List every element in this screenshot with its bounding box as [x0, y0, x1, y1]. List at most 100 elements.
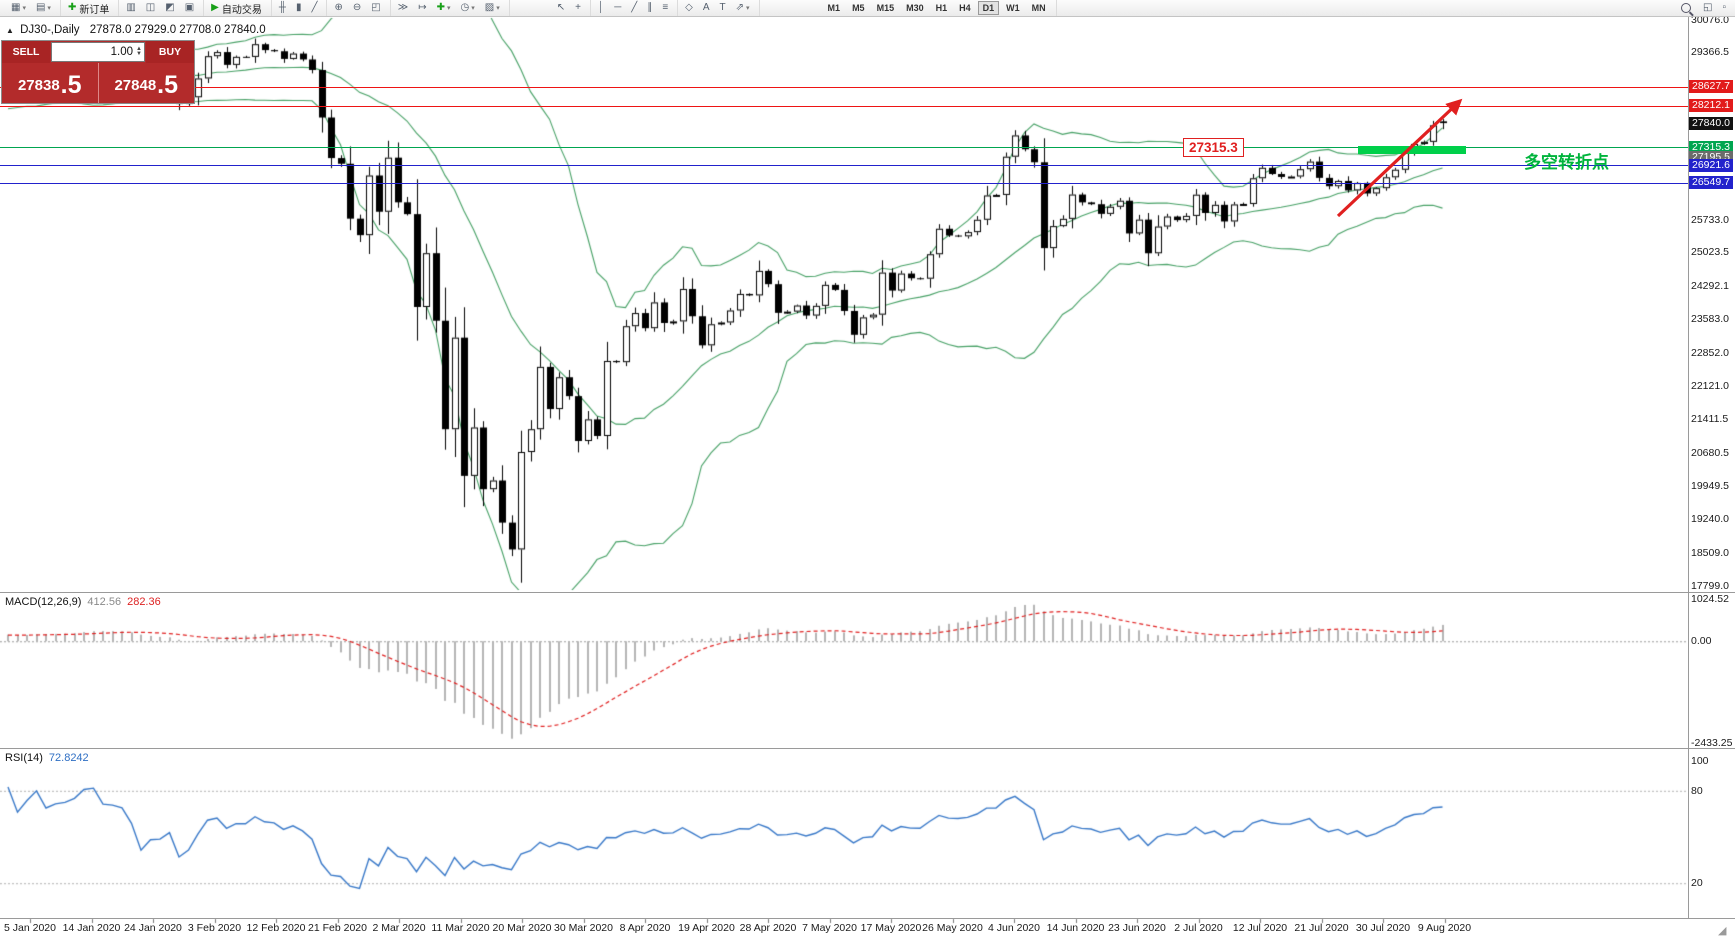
buy-price[interactable]: 27848.5: [114, 71, 179, 99]
indicators-dropdown-icon[interactable]: ▾: [446, 5, 451, 12]
one-click-collapse-icon[interactable]: ▲: [6, 26, 14, 35]
text-icon[interactable]: A: [702, 2, 710, 13]
date-axis-label: 2 Mar 2020: [372, 922, 426, 934]
new-chart-icon[interactable]: ▦ ▾: [11, 2, 26, 13]
templates-icon[interactable]: ▨ ▾: [484, 2, 500, 13]
tf-m1-button[interactable]: M1: [827, 3, 841, 13]
zoom-in-icon[interactable]: ⊕: [334, 2, 343, 13]
date-axis-label: 3 Feb 2020: [187, 922, 242, 934]
line-chart-icon[interactable]: ╱: [311, 2, 318, 13]
periods-dropdown-icon[interactable]: ▾: [471, 5, 475, 12]
tf-m5-button[interactable]: M5: [852, 3, 865, 13]
navigator-icon[interactable]: ◩: [165, 2, 175, 13]
sell-price[interactable]: 27838.5: [2, 63, 99, 103]
pane-separator-macd[interactable]: [0, 592, 1735, 593]
date-axis-label: 9 Aug 2020: [1417, 922, 1472, 934]
zoom-out-icon[interactable]: ⊖: [352, 2, 362, 13]
vertical-line-icon[interactable]: │: [597, 2, 605, 13]
tile-windows-icon[interactable]: ◰: [371, 2, 381, 13]
new-chart-dropdown-icon[interactable]: ▾: [22, 5, 26, 12]
symbol-header: ▲ DJ30-,Daily 27878.0 27929.0 27708.0 27…: [6, 24, 266, 36]
toolbar-group-order: ✚ 新订单: [61, 0, 120, 16]
date-axis-label: 26 May 2020: [922, 922, 983, 934]
rsi-axis-80: 80: [1691, 784, 1703, 797]
cursor-icon[interactable]: ↖: [556, 2, 566, 13]
templates-dropdown-icon[interactable]: ▾: [496, 5, 500, 12]
arrows-icon[interactable]: ⇗ ▾: [735, 2, 750, 13]
shapes-icon[interactable]: ◇: [685, 2, 693, 13]
trendline-icon[interactable]: ╱: [631, 2, 638, 13]
chart-shift-icon[interactable]: ↦: [418, 2, 427, 13]
macd-title: MACD(12,26,9) 412.56 282.36: [5, 596, 161, 608]
pivot-line[interactable]: [0, 147, 1688, 148]
tf-w1-button[interactable]: W1: [1006, 3, 1020, 13]
symbol-title: DJ30-,Daily: [20, 24, 80, 36]
price-axis-label: 25023.5: [1691, 246, 1729, 259]
tf-h4-button[interactable]: H4: [959, 3, 971, 13]
expand-icon[interactable]: ▫: [1722, 2, 1726, 13]
pivot-price-callout[interactable]: 27315.3: [1183, 138, 1244, 157]
toolbar-right: ◱ ▫: [1681, 1, 1731, 15]
macd-axis-max: 1024.52: [1691, 593, 1729, 605]
rsi-axis-20: 20: [1691, 877, 1703, 890]
date-axis-label: 14 Jun 2020: [1046, 922, 1105, 934]
tf-d1-button[interactable]: D1: [977, 1, 1000, 15]
crosshair-icon[interactable]: +: [575, 2, 581, 13]
volume-spinner[interactable]: ▲ ▼: [136, 46, 142, 57]
date-axis-label: 23 Jun 2020: [1108, 922, 1166, 934]
price-axis-label: 19240.0: [1691, 513, 1729, 526]
tf-m15-button[interactable]: M15: [876, 3, 895, 13]
data-window-icon[interactable]: ◫: [145, 2, 156, 13]
turning-point-note[interactable]: 多空转折点: [1524, 153, 1609, 172]
candlestick-chart-icon[interactable]: ▮: [295, 2, 302, 13]
buy-button[interactable]: BUY: [146, 41, 194, 63]
date-axis-label: 20 Mar 2020: [492, 922, 552, 934]
terminal-icon[interactable]: ▣: [184, 2, 195, 13]
indicators-icon[interactable]: ✚ ▾: [436, 2, 451, 13]
new-order-button[interactable]: ✚ 新订单: [67, 2, 110, 16]
toolbar-group-charts: ▦ ▾ ▤ ▾: [4, 0, 61, 16]
price-axis-label: 22852.0: [1691, 346, 1729, 359]
price-level-label-support: 26921.6: [1689, 158, 1733, 172]
text-label-icon[interactable]: T: [719, 2, 726, 13]
auto-scroll-icon[interactable]: ≫: [397, 2, 409, 13]
periods-icon[interactable]: ◷ ▾: [460, 2, 475, 13]
price-axis-label: 20680.5: [1691, 446, 1729, 459]
price-level-label-pivot: 27315.3: [1689, 140, 1733, 154]
rsi-title: RSI(14) 72.8242: [5, 752, 89, 764]
macd-axis-min: -2433.25: [1691, 737, 1733, 749]
arrows-dropdown-icon[interactable]: ▾: [746, 5, 750, 12]
tf-m30-button[interactable]: M30: [906, 3, 924, 13]
search-icon[interactable]: [1681, 3, 1691, 13]
resistance-line-2[interactable]: [0, 106, 1688, 107]
channel-icon[interactable]: ∥: [647, 2, 653, 13]
bar-chart-icon[interactable]: ╫: [278, 2, 286, 13]
macd-axis-zero: 0.00: [1691, 635, 1712, 648]
price-axis-label: 17799.0: [1691, 579, 1729, 592]
price-axis-label: 25733.0: [1691, 213, 1729, 226]
support-line-1[interactable]: [0, 165, 1688, 166]
profiles-icon[interactable]: ▤ ▾: [35, 2, 51, 13]
window-list-icon[interactable]: ◱: [1703, 2, 1713, 13]
pane-separator-rsi[interactable]: [0, 748, 1735, 749]
horizontal-line-icon[interactable]: ─: [614, 2, 622, 13]
toolbar-group-chart-type: ╫ ▮ ╱: [272, 0, 328, 16]
tf-h1-button[interactable]: H1: [935, 3, 948, 13]
auto-trading-button[interactable]: ▶ 自动交易: [211, 2, 262, 16]
toolbar-group-tools: ↖ +: [550, 0, 591, 16]
pivot-highlight-bar[interactable]: [1358, 146, 1466, 154]
sell-button[interactable]: SELL: [2, 41, 50, 63]
rsi-axis-100: 100: [1691, 755, 1709, 767]
market-watch-icon[interactable]: ▥: [126, 2, 136, 13]
profiles-dropdown-icon[interactable]: ▾: [47, 5, 51, 12]
fibonacci-icon[interactable]: ≡: [662, 2, 669, 13]
support-line-2[interactable]: [0, 183, 1688, 184]
volume-input[interactable]: 1.00 ▲ ▼: [51, 42, 145, 62]
toolbar-group-zoom: ⊕ ⊖ ◰: [327, 0, 391, 16]
price-level-label-resistance: 28212.1: [1689, 99, 1733, 113]
resize-grip-icon[interactable]: ◢: [1718, 925, 1727, 937]
resistance-line-1[interactable]: [0, 87, 1688, 88]
date-axis-label: 4 Jun 2020: [988, 922, 1040, 934]
tf-mn-button[interactable]: MN: [1031, 3, 1046, 13]
